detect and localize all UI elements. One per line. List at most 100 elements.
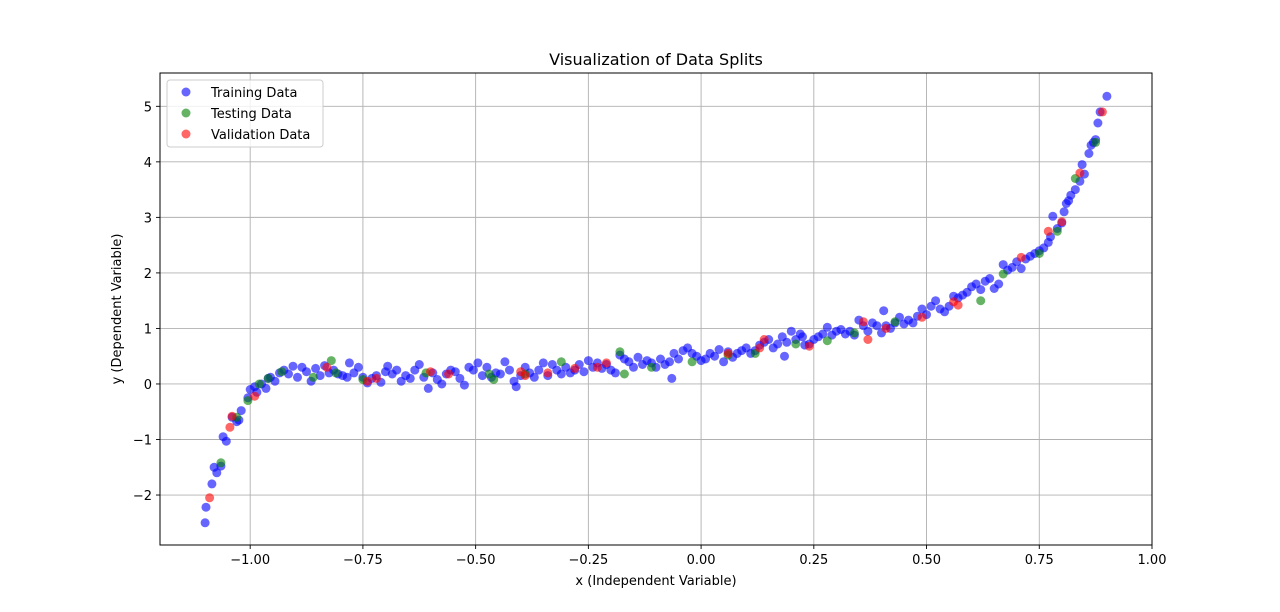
data-point [1093,118,1103,128]
data-point [601,358,611,368]
data-point [818,329,828,339]
data-point [1016,252,1026,262]
series-1 [216,137,1101,468]
data-point [1052,226,1062,236]
data-point [976,285,986,295]
legend-marker-training [181,87,191,97]
x-axis-ticks: −1.00 −0.75 −0.50 −0.25 0.00 0.25 0.50 0.75 1.00 [230,545,1166,568]
data-point [529,372,539,382]
data-point [437,379,447,389]
data-point [1048,211,1058,221]
y-tick-label: 0 [144,378,152,393]
data-point [371,373,381,383]
data-point [782,337,792,347]
y-tick-label: −1 [133,433,152,448]
data-point [786,326,796,336]
data-point [270,376,280,386]
x-tick-label: 0.00 [687,553,716,568]
data-point [353,362,363,372]
data-point [511,382,521,392]
legend: Training Data Testing Data Validation Da… [166,79,324,148]
data-point [1043,226,1053,236]
data-point [633,352,643,362]
legend-marker-testing [181,108,191,118]
data-point [579,367,589,377]
data-point [556,369,566,379]
data-point [1084,149,1094,158]
data-point [723,348,733,358]
x-tick-label: −0.75 [343,553,383,568]
data-point [953,300,963,310]
data-point [1091,137,1101,147]
data-point [863,326,873,336]
y-tick-label: 1 [144,322,152,337]
data-point [780,351,789,361]
y-tick-label: 4 [144,156,152,171]
data-point [791,339,801,349]
data-point [426,367,435,377]
data-point [917,312,927,322]
data-point [311,363,321,373]
x-tick-label: −0.25 [568,553,608,568]
x-tick-label: −0.50 [456,553,496,568]
data-point [1070,185,1080,195]
data-point [520,371,530,381]
data-point [423,383,433,393]
data-point [687,357,697,367]
data-point [500,357,510,367]
data-point [362,376,372,386]
data-point [1102,91,1112,101]
data-point [908,318,918,328]
data-point [647,362,656,372]
legend-marker-validation [181,129,191,139]
data-point [592,362,602,372]
data-point [1097,107,1107,117]
data-point [1077,160,1087,170]
y-axis-label: y (Dependent Variable) [110,234,125,385]
data-point [881,323,891,333]
legend-label-testing: Testing Data [210,107,292,122]
data-point [201,502,211,512]
series-2 [205,107,1107,503]
data-point [459,380,469,390]
data-point [225,422,235,432]
data-point [755,343,765,353]
y-axis-ticks: −2 −1 0 1 2 3 4 5 [133,100,160,504]
legend-label-validation: Validation Data [211,128,310,143]
legend-box [166,79,324,148]
data-point [477,371,487,381]
data-point [719,357,729,367]
data-point [1034,249,1044,258]
data-point [383,361,393,371]
data-point [822,336,832,346]
data-point [822,322,832,332]
data-point [1075,168,1085,178]
data-point [489,375,499,384]
data-point [205,493,215,503]
data-point [976,296,986,306]
data-point [674,354,683,364]
data-point [570,363,580,373]
data-point [863,335,873,344]
data-point [308,372,318,382]
data-point [773,339,783,349]
data-point [405,373,415,383]
data-point [985,274,995,283]
data-point [302,367,311,377]
data-point [414,360,424,369]
data-point [254,379,264,389]
data-point [879,306,889,316]
data-point [322,362,332,372]
data-point [931,296,941,306]
data-point [315,371,325,381]
data-point [994,279,1004,289]
data-point [583,356,593,366]
data-point [759,335,769,344]
data-point [858,317,868,327]
x-tick-label: 1.00 [1138,553,1167,568]
data-point [392,365,402,375]
data-point [227,411,237,421]
data-point [610,368,620,378]
data-point [667,373,677,383]
